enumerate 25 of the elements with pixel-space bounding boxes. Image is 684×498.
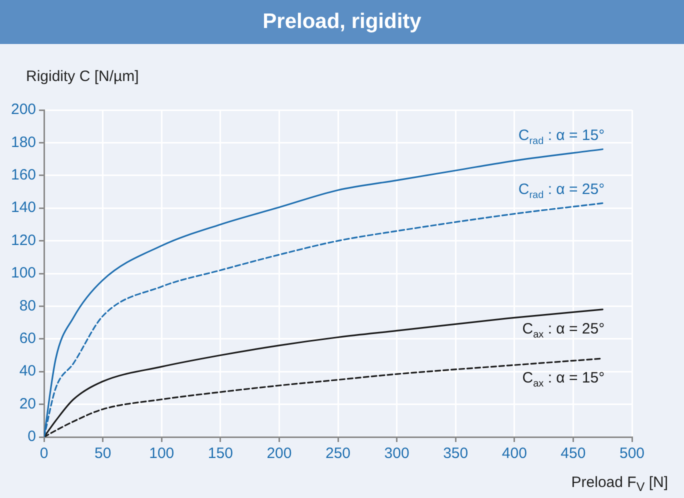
x-tick-label: 450 (560, 445, 586, 462)
x-axis-title: Preload F$_{V}$ [N] (571, 474, 668, 494)
x-tick-label: 50 (94, 445, 112, 462)
y-tick-label: 100 (10, 264, 36, 282)
y-tick-label: 0 (28, 428, 36, 446)
y-tick-label: 60 (19, 330, 36, 348)
y-tick-label: 20 (19, 395, 36, 412)
x-tick-label: 350 (443, 445, 468, 462)
x-tick-label: 250 (326, 445, 351, 462)
x-tick-label: 300 (384, 445, 410, 462)
y-tick-label: 80 (19, 297, 36, 314)
x-tick-label: 0 (40, 445, 48, 462)
y-tick-label: 200 (10, 101, 36, 118)
y-tick-label: 120 (10, 232, 36, 249)
x-tick-label: 100 (149, 445, 174, 462)
chart-title: Preload, rigidity (0, 0, 684, 44)
y-tick-label: 40 (19, 362, 36, 380)
y-tick-label: 180 (10, 134, 36, 151)
y-tick-label: 160 (10, 166, 36, 184)
y-tick-label: 140 (10, 199, 36, 216)
y-axis-title: Rigidity C [N/µm] (26, 68, 139, 85)
x-tick-label: 150 (208, 445, 233, 462)
x-tick-label: 400 (502, 445, 527, 462)
x-tick-label: 200 (266, 445, 292, 462)
x-tick-label: 500 (619, 445, 645, 462)
